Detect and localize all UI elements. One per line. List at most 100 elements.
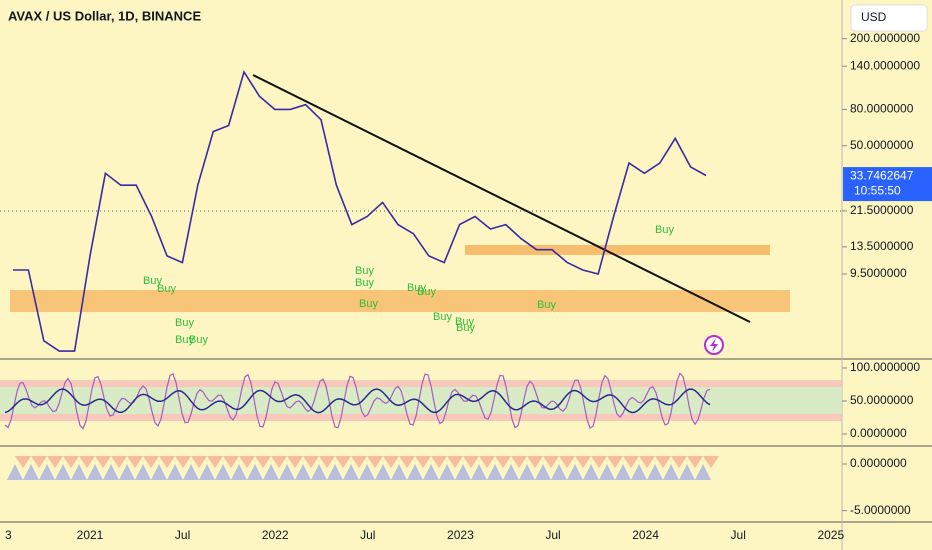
osc-triangle-up <box>631 464 647 480</box>
osc-triangle-down <box>271 456 287 468</box>
buy-label: Buy <box>359 298 378 310</box>
osc-triangle-up <box>583 464 599 480</box>
price-tick-label: 140.0000000 <box>850 58 920 72</box>
osc-triangle-down <box>31 456 47 468</box>
osc-triangle-down <box>479 456 495 468</box>
osc-triangle-up <box>263 464 279 480</box>
rsi-tick-label: 50.0000000 <box>850 393 914 407</box>
price-tick-label: 21.5000000 <box>850 203 914 217</box>
time-axis-label: Jul <box>360 528 375 542</box>
countdown-label: 10:55:50 <box>854 183 901 197</box>
osc-triangle-down <box>335 456 351 468</box>
osc-triangle-down <box>143 456 159 468</box>
osc-triangle-down <box>175 456 191 468</box>
rsi-lower-band <box>0 414 842 421</box>
osc-triangle-up <box>71 464 87 480</box>
rsi-tick-label: 0.0000000 <box>850 426 907 440</box>
osc-triangle-up <box>695 464 711 480</box>
osc-tick-label: -5.0000000 <box>850 503 911 517</box>
osc-triangle-up <box>119 464 135 480</box>
osc-triangle-down <box>495 456 511 468</box>
time-axis-label: 2021 <box>77 528 104 542</box>
buy-label: Buy <box>456 322 475 334</box>
price-tick-label: 9.5000000 <box>850 266 907 280</box>
chart-title: AVAX / US Dollar, 1D, BINANCE <box>8 8 201 23</box>
osc-triangle-down <box>655 456 671 468</box>
time-axis-label: 2022 <box>262 528 289 542</box>
osc-triangle-down <box>319 456 335 468</box>
osc-triangle-down <box>383 456 399 468</box>
rsi-line <box>4 372 711 430</box>
osc-triangle-down <box>703 456 719 468</box>
current-price-box <box>843 167 932 202</box>
osc-triangle-up <box>455 464 471 480</box>
osc-triangle-down <box>223 456 239 468</box>
currency-label[interactable]: USD <box>861 10 887 24</box>
osc-triangle-up <box>327 464 343 480</box>
rsi-smooth-line <box>4 388 711 414</box>
osc-triangle-up <box>279 464 295 480</box>
price-tick-label: 13.5000000 <box>850 239 914 253</box>
price-tick-label: 200.0000000 <box>850 31 920 45</box>
osc-triangle-down <box>527 456 543 468</box>
buy-label: Buy <box>355 265 374 277</box>
osc-triangle-down <box>607 456 623 468</box>
osc-triangle-down <box>191 456 207 468</box>
osc-triangle-down <box>255 456 271 468</box>
osc-triangle-up <box>535 464 551 480</box>
osc-triangle-down <box>575 456 591 468</box>
osc-triangle-up <box>487 464 503 480</box>
osc-triangle-up <box>295 464 311 480</box>
osc-triangle-up <box>375 464 391 480</box>
osc-triangle-down <box>287 456 303 468</box>
resistance-zone <box>465 245 770 255</box>
osc-triangle-down <box>367 456 383 468</box>
support-zone <box>10 290 790 312</box>
osc-triangle-up <box>599 464 615 480</box>
price-tick-label: 50.0000000 <box>850 138 914 152</box>
osc-triangle-down <box>63 456 79 468</box>
time-axis-label: 3 <box>5 528 12 542</box>
currency-button[interactable] <box>850 4 928 32</box>
osc-triangle-down <box>623 456 639 468</box>
osc-triangle-down <box>671 456 687 468</box>
osc-triangle-down <box>207 456 223 468</box>
osc-triangle-down <box>463 456 479 468</box>
osc-triangle-up <box>151 464 167 480</box>
buy-label: Buy <box>355 277 374 289</box>
osc-triangle-down <box>511 456 527 468</box>
osc-triangle-up <box>215 464 231 480</box>
buy-label: Buy <box>143 275 162 287</box>
osc-triangle-up <box>391 464 407 480</box>
osc-triangle-up <box>567 464 583 480</box>
time-axis-label: Jul <box>545 528 560 542</box>
osc-triangle-up <box>7 464 23 480</box>
osc-triangle-up <box>439 464 455 480</box>
time-axis-label: 2025 <box>817 528 844 542</box>
osc-triangle-down <box>399 456 415 468</box>
alert-icon-bolt <box>710 338 718 352</box>
osc-triangle-up <box>23 464 39 480</box>
price-tick-label: 80.0000000 <box>850 102 914 116</box>
buy-label: Buy <box>433 311 452 323</box>
osc-triangle-down <box>559 456 575 468</box>
osc-triangle-down <box>47 456 63 468</box>
osc-triangle-up <box>167 464 183 480</box>
osc-triangle-up <box>679 464 695 480</box>
osc-triangle-down <box>159 456 175 468</box>
osc-triangle-up <box>359 464 375 480</box>
current-price-label: 33.7462647 <box>850 168 914 182</box>
time-axis-label: Jul <box>175 528 190 542</box>
time-axis-label: 2024 <box>632 528 659 542</box>
osc-triangle-down <box>111 456 127 468</box>
osc-triangle-up <box>647 464 663 480</box>
osc-triangle-down <box>303 456 319 468</box>
osc-triangle-up <box>87 464 103 480</box>
osc-triangle-up <box>39 464 55 480</box>
buy-label: Buy <box>157 283 176 295</box>
buy-label: Buy <box>175 334 194 346</box>
osc-triangle-up <box>551 464 567 480</box>
buy-label: Buy <box>175 317 194 329</box>
